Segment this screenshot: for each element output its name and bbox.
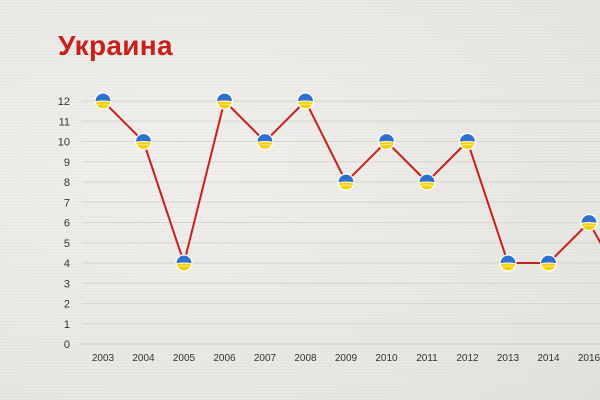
ukraine-flag-icon	[256, 132, 274, 151]
x-tick-label: 2005	[173, 353, 196, 364]
y-tick-label: 2	[64, 299, 70, 311]
series-points	[94, 92, 598, 272]
x-tick-label: 2009	[335, 353, 358, 364]
ukraine-flag-icon	[377, 132, 396, 151]
ukraine-flag-icon	[175, 254, 193, 272]
x-tick-label: 2014	[537, 353, 560, 364]
ukraine-flag-icon	[539, 254, 558, 272]
y-tick-label: 8	[64, 177, 70, 189]
grid-lines	[82, 100, 600, 345]
y-tick-label: 9	[64, 157, 70, 169]
y-tick-label: 0	[64, 339, 70, 351]
y-tick-label: 6	[64, 218, 70, 230]
ukraine-flag-icon	[337, 173, 355, 191]
ukraine-flag-icon	[499, 254, 517, 272]
y-tick-label: 4	[64, 258, 70, 270]
ukraine-flag-icon	[94, 92, 112, 110]
ukraine-flag-icon	[580, 213, 598, 232]
x-tick-label: 2011	[416, 353, 438, 364]
y-tick-label: 7	[64, 197, 70, 209]
ukraine-flag-icon	[134, 132, 153, 151]
y-tick-label: 5	[64, 238, 70, 250]
y-tick-label: 12	[58, 96, 70, 108]
x-tick-label: 2003	[92, 353, 115, 364]
y-tick-label: 10	[58, 137, 70, 149]
ukraine-flag-icon	[215, 92, 234, 110]
y-tick-label: 1	[64, 319, 70, 331]
ukraine-flag-icon	[458, 132, 477, 151]
x-tick-label: 2007	[254, 353, 277, 364]
x-axis-ticks: 2003 2004 2005 2006 2007 2008 2009 2010 2011 2012…	[92, 353, 600, 364]
x-tick-label: 2013	[497, 353, 520, 364]
ukraine-flag-icon	[418, 173, 436, 191]
x-tick-label: 2008	[294, 353, 317, 364]
chart-title: Украина	[58, 30, 173, 61]
ukraine-flag-icon	[296, 92, 315, 110]
x-tick-label: 2016	[578, 353, 600, 364]
x-tick-label: 2012	[456, 353, 479, 364]
x-tick-label: 2010	[375, 353, 398, 364]
x-tick-label: 2006	[213, 353, 236, 364]
x-tick-label: 2004	[132, 353, 155, 364]
y-tick-label: 11	[59, 116, 70, 128]
y-tick-label: 3	[64, 278, 70, 290]
